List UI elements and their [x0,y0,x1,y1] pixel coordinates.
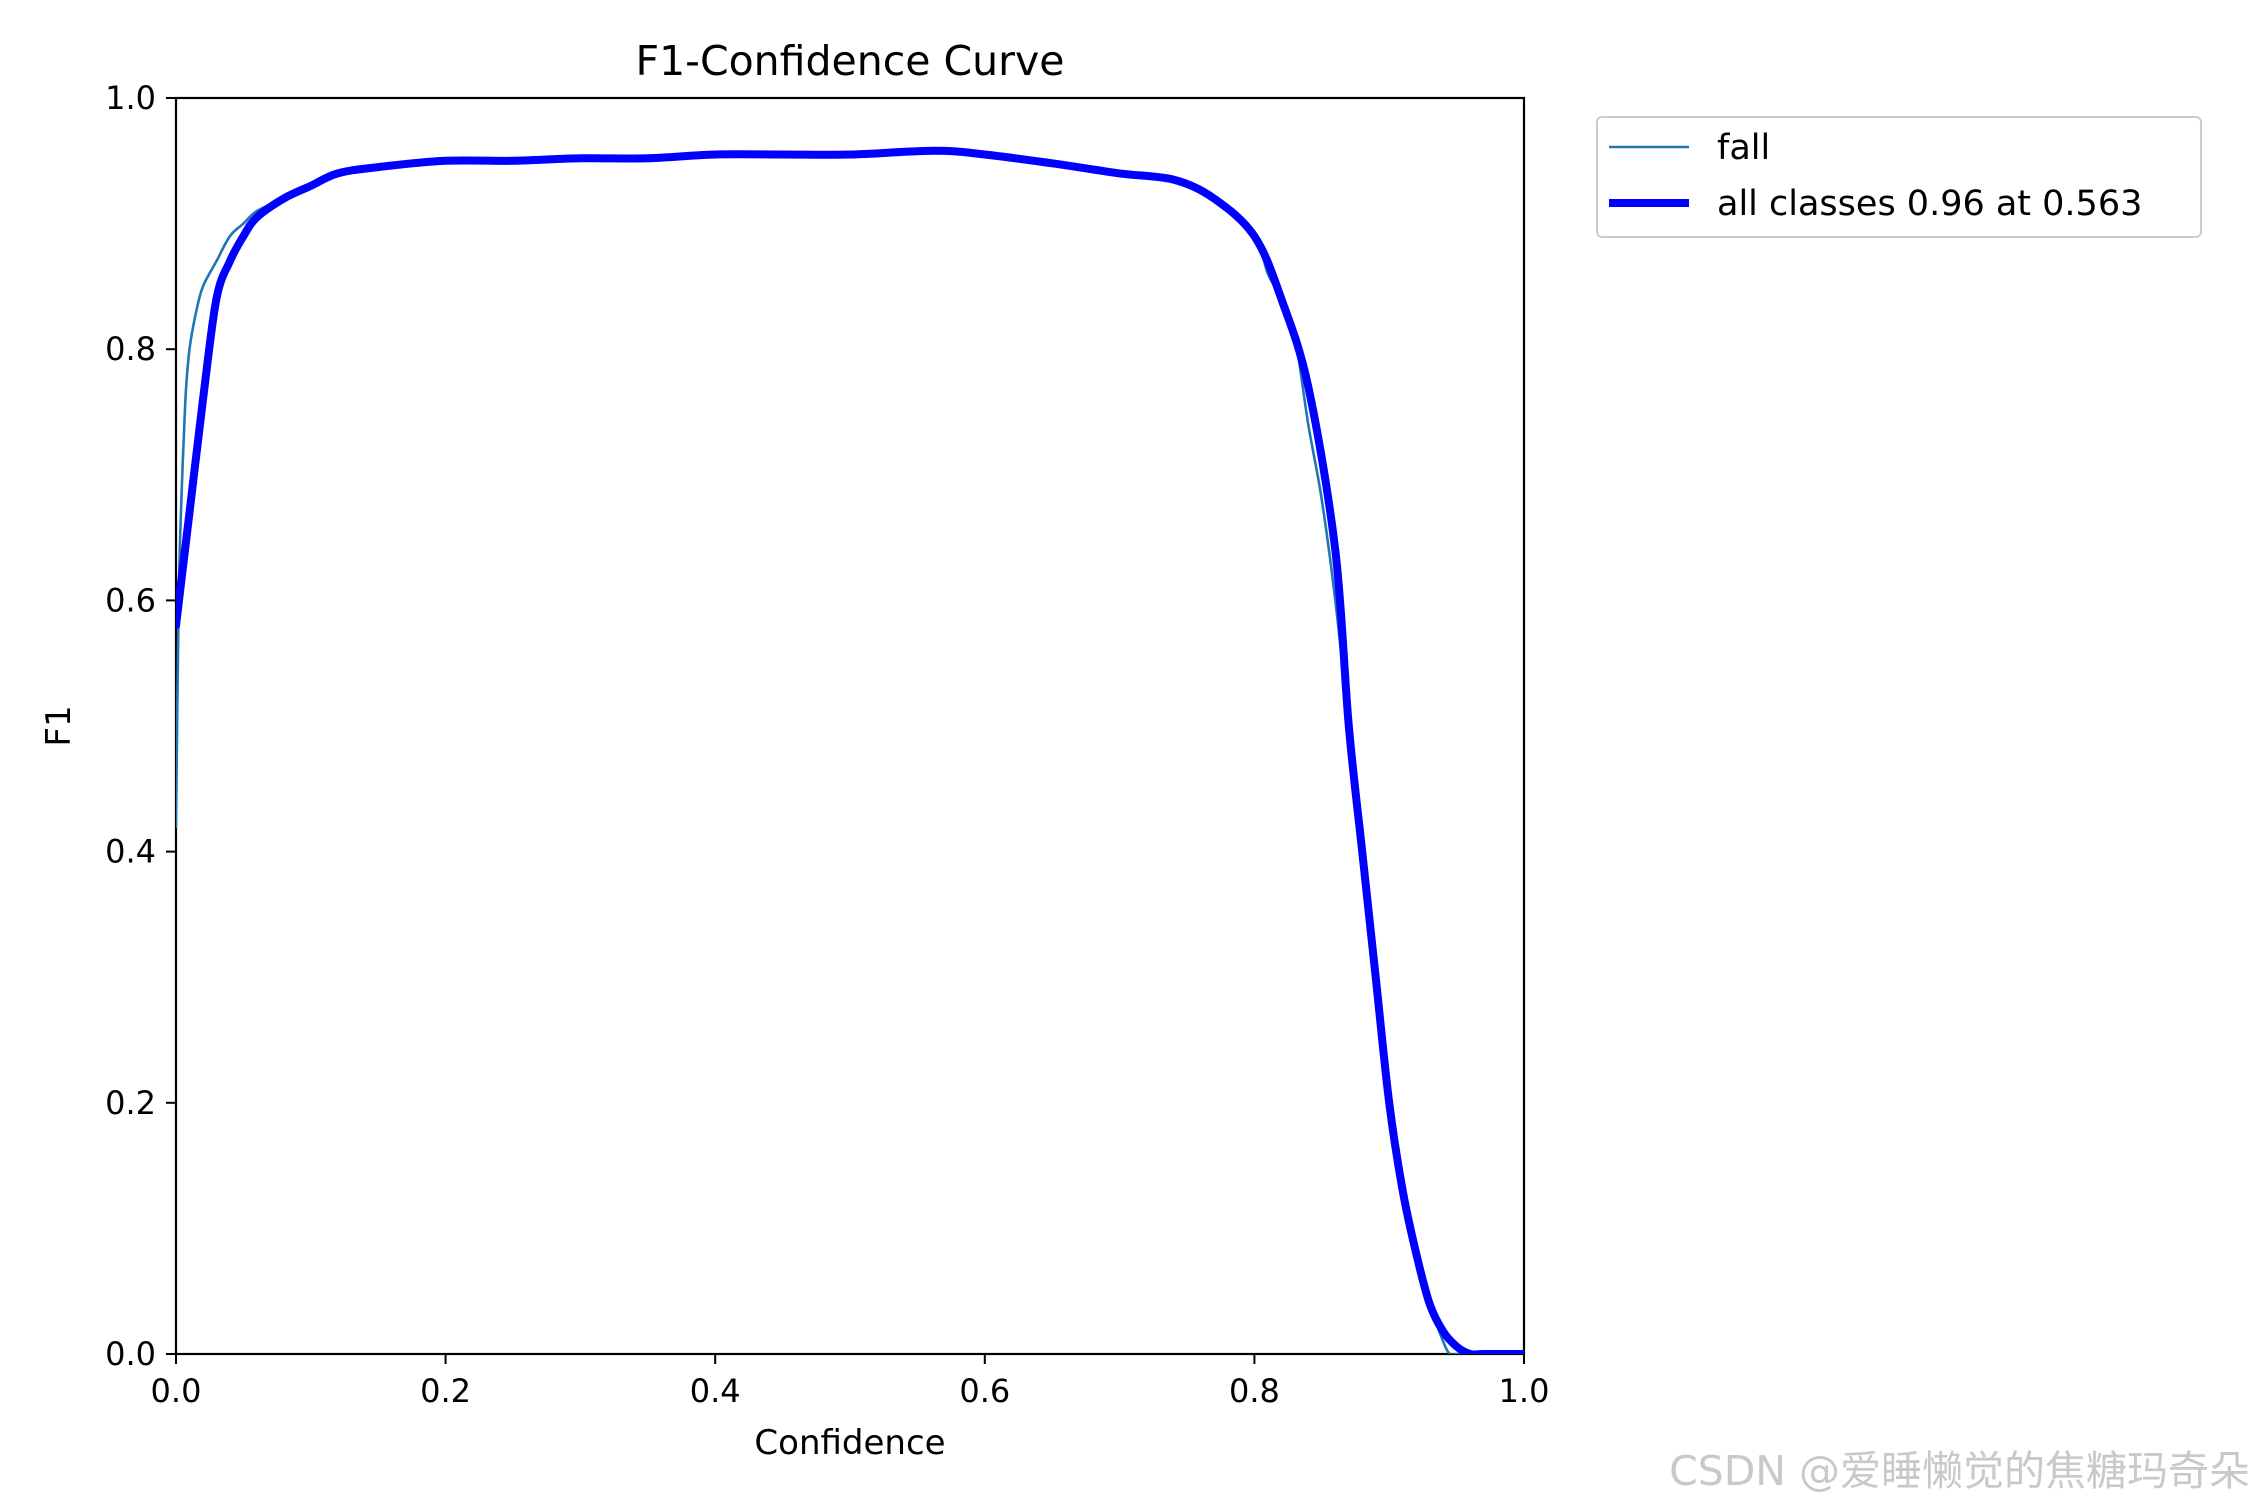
y-tick-label: 1.0 [105,79,156,117]
chart-title: F1-Confidence Curve [636,37,1065,85]
y-axis-title: F1 [39,705,79,746]
y-tick-label: 0.0 [105,1335,156,1373]
series-layer [176,146,1524,1354]
x-tick-label: 0.0 [151,1372,202,1410]
series-line-1 [176,149,1524,1354]
x-tick-label: 0.8 [1229,1372,1280,1410]
x-tick-label: 0.6 [959,1372,1010,1410]
legend-box [1596,116,2202,238]
x-axis-ticks: 0.0 0.2 0.4 0.6 0.8 1.0 [151,1354,1550,1410]
y-tick-label: 0.6 [105,581,156,619]
y-tick-label: 0.8 [105,330,156,368]
legend-label-2: all classes 0.96 at 0.563 [1717,184,2142,224]
x-tick-label: 1.0 [1499,1372,1550,1410]
legend: fall all classes 0.96 at 0.563 [1596,116,2202,238]
plot-frame [174,96,1526,1356]
y-tick-label: 0.4 [105,833,156,871]
legend-label-1: fall [1717,128,1770,168]
y-axis-ticks: 0.0 0.2 0.4 0.6 0.8 1.0 [105,79,176,1373]
x-tick-label: 0.4 [690,1372,741,1410]
watermark: CSDN @爱睡懒觉的焦糖玛奇朵 [1669,1447,2250,1495]
x-axis-title: Confidence [754,1423,945,1463]
x-tick-label: 0.2 [420,1372,471,1410]
y-tick-label: 0.2 [105,1084,156,1122]
series-line-2 [176,146,1524,1354]
